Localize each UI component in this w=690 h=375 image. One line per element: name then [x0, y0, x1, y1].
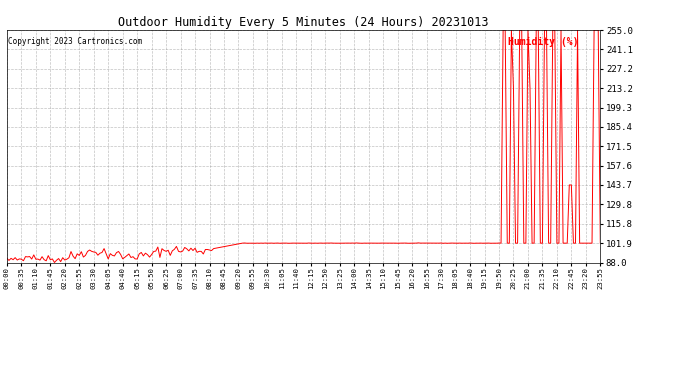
Text: Humidity (%): Humidity (%) [509, 37, 579, 47]
Text: Copyright 2023 Cartronics.com: Copyright 2023 Cartronics.com [8, 37, 142, 46]
Title: Outdoor Humidity Every 5 Minutes (24 Hours) 20231013: Outdoor Humidity Every 5 Minutes (24 Hou… [119, 16, 489, 29]
